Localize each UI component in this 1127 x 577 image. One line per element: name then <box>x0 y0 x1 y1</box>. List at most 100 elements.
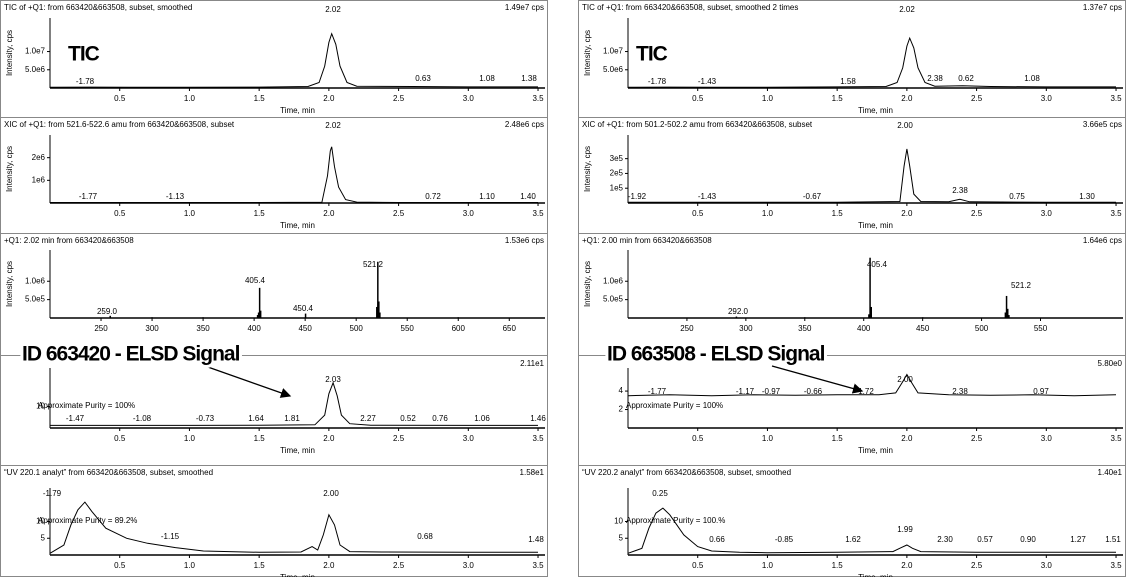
y-tick-label: 1.0e6 <box>25 276 46 285</box>
purity-note: Approximate Purity = 100.% <box>626 516 725 525</box>
x-tick-label: 1.0 <box>184 94 196 103</box>
peak-label: 0.75 <box>1009 192 1025 201</box>
x-tick-label: 400 <box>247 324 261 333</box>
x-axis-label: Time, min <box>858 221 893 230</box>
peak-label: -0.97 <box>762 387 781 396</box>
max-intensity: 1.37e7 cps <box>1083 3 1122 12</box>
peak-label: -1.47 <box>66 414 85 423</box>
trace <box>50 146 538 203</box>
y-tick-label: 4 <box>619 386 624 395</box>
peak-label: 2.02 <box>325 121 341 130</box>
x-tick-label: 2.0 <box>323 94 335 103</box>
x-tick-label: 2.0 <box>901 561 913 570</box>
peak-label: 0.57 <box>977 535 993 544</box>
peak-label: 1.40 <box>520 192 536 201</box>
peak-label: 2.38 <box>952 387 968 396</box>
peak-label: 405.4 <box>867 260 888 269</box>
x-tick-label: 2.0 <box>901 434 913 443</box>
y-tick-label: 1.0e7 <box>25 47 46 56</box>
x-tick-label: 2.5 <box>971 561 983 570</box>
peak-label: 0.76 <box>432 414 448 423</box>
callout-label: ID 663420 - ELSD Signal <box>22 343 240 366</box>
y-tick-label: 2e6 <box>32 153 46 162</box>
peak-label: 0.68 <box>417 532 433 541</box>
x-tick-label: 3.0 <box>1041 434 1053 443</box>
y-tick-label: 5.0e5 <box>603 295 624 304</box>
x-tick-label: 2.5 <box>393 434 405 443</box>
peak-label: -0.73 <box>196 414 215 423</box>
max-intensity: 1.49e7 cps <box>505 3 544 12</box>
peak-label: 1.06 <box>474 414 490 423</box>
x-tick-label: 1.5 <box>832 94 844 103</box>
y-tick-label: 2e5 <box>610 169 624 178</box>
peak-label: 1.72 <box>858 387 874 396</box>
peak-label: -0.66 <box>804 387 823 396</box>
x-tick-label: 2.0 <box>323 434 335 443</box>
x-tick-label: 550 <box>1034 324 1048 333</box>
x-tick-label: 0.5 <box>692 94 704 103</box>
panel: 5.80e0 Time, min 0.5 1.0 1.5 2.0 2.5 3.0 3.5 2 4 -1… <box>604 340 1123 455</box>
x-tick-label: 2.5 <box>971 209 983 218</box>
x-tick-label: 0.5 <box>114 209 126 218</box>
max-intensity: 1.53e6 cps <box>505 236 544 245</box>
x-tick-label: 3.0 <box>463 434 475 443</box>
peak-label: 1.27 <box>1070 535 1086 544</box>
x-tick-label: 1.5 <box>254 94 266 103</box>
peak-label: 0.72 <box>425 192 441 201</box>
peak-label: 1.10 <box>479 192 495 201</box>
x-tick-label: 2.0 <box>323 209 335 218</box>
peak-label: 2.02 <box>899 5 915 14</box>
max-intensity: 1.40e1 <box>1098 468 1123 477</box>
max-intensity: 1.64e6 cps <box>1083 236 1122 245</box>
x-tick-label: 0.5 <box>692 209 704 218</box>
x-tick-label: 3.0 <box>463 209 475 218</box>
x-tick-label: 0.5 <box>114 94 126 103</box>
peak-label: -1.79 <box>43 489 62 498</box>
x-tick-label: 3.5 <box>1110 209 1122 218</box>
panel-title: XIC of +Q1: from 501.2-502.2 amu from 66… <box>582 120 813 129</box>
x-tick-label: 0.5 <box>114 434 126 443</box>
x-tick-label: 2.5 <box>393 94 405 103</box>
panel-title: +Q1: 2.00 min from 663420&663508 <box>582 236 712 245</box>
panel: TIC of +Q1: from 663420&663508, subset, … <box>582 3 1123 115</box>
x-tick-label: 650 <box>503 324 517 333</box>
panel: 2.11e1 Time, min 0.5 1.0 1.5 2.0 2.5 3.0 3.5 10 2.… <box>19 340 546 456</box>
y-axis-label: Intensity, cps <box>583 261 592 307</box>
x-tick-label: 0.5 <box>692 561 704 570</box>
max-intensity: 3.66e5 cps <box>1083 120 1122 129</box>
x-tick-label: 3.5 <box>1110 561 1122 570</box>
x-tick-label: 450 <box>916 324 930 333</box>
peak-label: 292.0 <box>728 307 749 316</box>
x-tick-label: 2.5 <box>971 94 983 103</box>
peak-label: -0.67 <box>803 192 822 201</box>
max-intensity: 2.48e6 cps <box>505 120 544 129</box>
peak-label: 1.51 <box>1105 535 1121 544</box>
y-tick-label: 5.0e5 <box>25 295 46 304</box>
max-intensity: 2.11e1 <box>520 359 544 368</box>
y-axis-label: Intensity, cps <box>583 30 592 76</box>
callout-label: TIC <box>636 43 668 66</box>
panel-title: “UV 220.2 analyt” from 663420&663508, su… <box>582 468 791 477</box>
max-intensity: 1.58e1 <box>520 468 545 477</box>
x-axis-label: Time, min <box>280 106 315 115</box>
y-tick-label: 1e6 <box>32 175 46 184</box>
x-tick-label: 3.0 <box>463 94 475 103</box>
peak-label: 1.62 <box>845 535 861 544</box>
peak-label: -1.77 <box>648 387 667 396</box>
x-tick-label: 1.0 <box>762 434 774 443</box>
max-intensity: 5.80e0 <box>1098 359 1123 368</box>
purity-note: Approximate Purity = 100% <box>626 401 723 410</box>
x-tick-label: 3.0 <box>1041 561 1053 570</box>
peak-label: 1.81 <box>284 414 300 423</box>
peak-label: 1.30 <box>1079 192 1095 201</box>
callout-arrow <box>771 365 864 394</box>
x-tick-label: 2.0 <box>323 561 335 570</box>
panel: XIC of +Q1: from 501.2-502.2 amu from 66… <box>582 120 1123 230</box>
x-tick-label: 1.5 <box>254 561 266 570</box>
peak-label: 0.52 <box>400 414 416 423</box>
x-tick-label: 3.5 <box>1110 94 1122 103</box>
x-tick-label: 550 <box>401 324 415 333</box>
panel-title: XIC of +Q1: from 521.6-522.6 amu from 66… <box>4 120 235 129</box>
x-tick-label: 300 <box>739 324 753 333</box>
x-axis-label: Time, min <box>280 446 315 455</box>
